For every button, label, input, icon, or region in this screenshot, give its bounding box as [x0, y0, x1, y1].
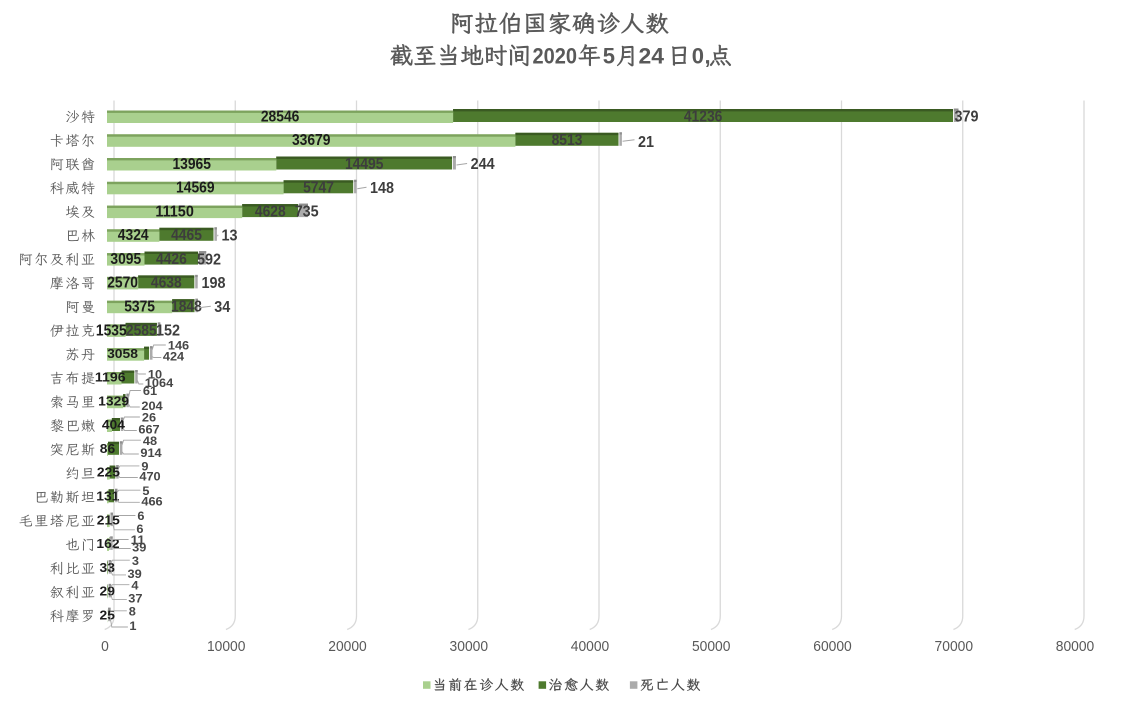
svg-text:80000: 80000	[1056, 639, 1095, 655]
svg-text:5: 5	[603, 43, 615, 68]
svg-text:470: 470	[139, 472, 160, 484]
svg-text:20000: 20000	[328, 639, 367, 655]
svg-text:34: 34	[214, 299, 230, 316]
svg-text:379: 379	[955, 109, 979, 126]
svg-text:4: 4	[131, 580, 139, 592]
svg-text:60000: 60000	[813, 639, 852, 655]
svg-text:8: 8	[129, 607, 137, 619]
svg-text:735: 735	[295, 204, 319, 221]
svg-text:9: 9	[141, 462, 148, 474]
svg-text:6: 6	[137, 511, 144, 523]
svg-text:11150: 11150	[155, 203, 194, 220]
svg-text:2020: 2020	[533, 43, 578, 68]
svg-text:5: 5	[142, 486, 150, 498]
svg-text:10: 10	[148, 370, 162, 382]
svg-text:0: 0	[692, 43, 704, 68]
svg-text:5375: 5375	[124, 299, 155, 316]
svg-text:8513: 8513	[552, 132, 583, 149]
svg-text:33: 33	[100, 560, 115, 575]
svg-text:39: 39	[128, 569, 142, 581]
svg-text:24: 24	[639, 43, 665, 68]
svg-text:4324: 4324	[118, 227, 149, 244]
svg-text:11: 11	[131, 535, 146, 547]
svg-text:146: 146	[168, 341, 189, 353]
svg-text:25: 25	[100, 607, 115, 622]
svg-text:30000: 30000	[450, 639, 489, 655]
svg-text:1196: 1196	[95, 370, 126, 385]
svg-text:2570: 2570	[107, 275, 138, 292]
svg-text:424: 424	[163, 352, 185, 364]
svg-text:41236: 41236	[684, 108, 723, 125]
svg-text:1064: 1064	[145, 378, 174, 390]
svg-text:1535: 1535	[96, 322, 127, 339]
svg-text:466: 466	[141, 497, 162, 509]
svg-text:29: 29	[100, 584, 115, 599]
svg-text:225: 225	[97, 465, 120, 480]
svg-text:404: 404	[102, 417, 126, 432]
svg-text:70000: 70000	[935, 639, 974, 655]
svg-text:198: 198	[202, 275, 226, 292]
svg-text:21: 21	[638, 134, 654, 151]
svg-text:914: 914	[140, 448, 162, 460]
svg-text:1329: 1329	[98, 393, 129, 408]
svg-text:3095: 3095	[110, 251, 141, 268]
svg-text:50000: 50000	[692, 639, 731, 655]
svg-text:204: 204	[141, 401, 163, 413]
svg-text:2585: 2585	[126, 322, 157, 339]
svg-text:,: ,	[705, 43, 711, 68]
svg-text:3058: 3058	[107, 346, 138, 361]
svg-text:1848: 1848	[171, 299, 202, 316]
svg-text:4465: 4465	[171, 227, 202, 244]
svg-text:3: 3	[132, 556, 139, 568]
svg-text:14495: 14495	[345, 156, 384, 173]
svg-text:28546: 28546	[261, 108, 300, 125]
svg-text:61: 61	[143, 386, 158, 398]
svg-text:667: 667	[138, 425, 159, 437]
svg-text:39: 39	[132, 543, 146, 555]
svg-text:6: 6	[136, 524, 143, 536]
svg-text:86: 86	[100, 441, 115, 456]
svg-text:215: 215	[97, 512, 120, 527]
svg-text:13965: 13965	[172, 156, 211, 173]
svg-text:10000: 10000	[207, 639, 246, 655]
svg-text:37: 37	[128, 594, 142, 606]
svg-text:14569: 14569	[176, 180, 215, 197]
svg-text:148: 148	[370, 180, 394, 197]
svg-text:131: 131	[96, 489, 119, 504]
svg-text:152: 152	[156, 323, 180, 340]
svg-text:4426: 4426	[156, 251, 187, 268]
svg-text:48: 48	[143, 436, 158, 448]
svg-text:33679: 33679	[292, 132, 331, 149]
svg-text:5747: 5747	[303, 180, 334, 197]
svg-text:4638: 4638	[151, 275, 182, 292]
svg-text:26: 26	[142, 413, 156, 425]
svg-text:1: 1	[129, 621, 137, 633]
svg-text:244: 244	[471, 156, 495, 173]
svg-text:592: 592	[197, 251, 221, 268]
svg-text:40000: 40000	[571, 639, 610, 655]
svg-text:13: 13	[222, 228, 238, 245]
svg-text:0: 0	[101, 639, 109, 655]
svg-text:4628: 4628	[255, 203, 286, 220]
